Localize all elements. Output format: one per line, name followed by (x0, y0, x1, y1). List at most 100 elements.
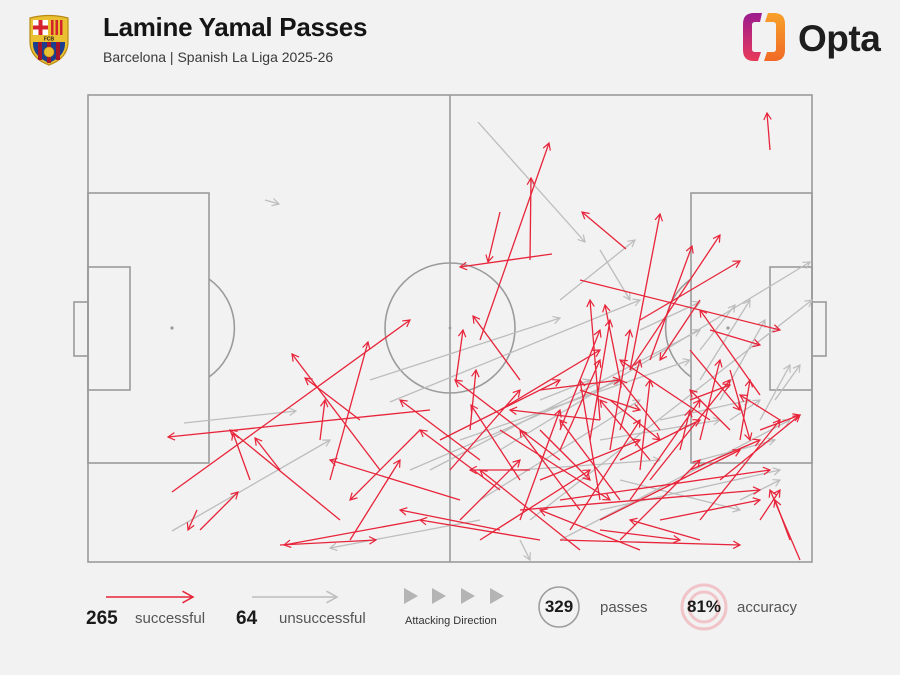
page-title: Lamine Yamal Passes (103, 12, 368, 42)
pass-arrow (579, 279, 782, 333)
pass-arrow (759, 413, 802, 431)
pass-arrow (569, 418, 641, 531)
pass-arrow (171, 439, 332, 532)
pass-arrow (349, 458, 401, 541)
pass-arrow (186, 509, 198, 532)
pass-arrow (609, 328, 634, 451)
pass-arrow (628, 517, 701, 541)
pass-arrow (559, 419, 792, 541)
unsuccessful-label: unsuccessful (279, 610, 366, 627)
pass-arrow (739, 378, 754, 441)
pass-arrow (499, 349, 602, 411)
total-passes-value: 329 (544, 597, 574, 616)
svg-text:FCB: FCB (44, 37, 55, 43)
pass-arrow (328, 519, 481, 552)
header: FCB Lamine Yamal Passes Barcelona | Span… (0, 0, 900, 80)
pass-arrow (429, 329, 702, 471)
pass-arrow (199, 491, 239, 531)
right-penalty-arc (664, 278, 692, 378)
pass-arrow (519, 408, 562, 521)
pass-arrow (559, 466, 772, 501)
pass-arrow (499, 429, 612, 501)
centre-circle (384, 262, 516, 394)
pass-arrow (619, 459, 701, 541)
right-goal (811, 301, 827, 357)
brand-name: Opta (798, 18, 881, 59)
pass-arrow (282, 519, 421, 549)
pass-arrow (699, 298, 751, 381)
pass-arrow (689, 438, 762, 471)
pass-arrow (279, 536, 378, 546)
total-passes-ring-icon (538, 586, 580, 628)
pass-arrow (719, 414, 801, 481)
pass-arrow (458, 253, 553, 271)
pass-arrow (759, 363, 791, 421)
pass-arrow (519, 486, 762, 511)
pass-arrow (418, 516, 541, 541)
pass-arrow (709, 329, 762, 348)
total-passes-label: passes (600, 599, 648, 616)
right-penalty-box (690, 192, 813, 464)
pass-arrow (649, 379, 731, 481)
pass-arrow (183, 407, 298, 424)
pass-arrow (455, 328, 467, 381)
pass-arrow (399, 399, 481, 461)
fc-barcelona-crest-icon: FCB (29, 14, 69, 66)
pass-arrow (659, 497, 762, 521)
pass-arrow (459, 459, 521, 521)
pass-arrow (581, 211, 627, 250)
pass-arrow (599, 529, 682, 544)
pass-arrow (479, 141, 551, 341)
pass-arrow (639, 260, 742, 321)
legend: 265 successful 64 unsuccessful Attacking… (0, 575, 900, 675)
pass-arrow (699, 419, 781, 521)
pass-arrow (619, 419, 702, 461)
pass-arrow (526, 176, 536, 261)
pass-arrow (231, 431, 251, 481)
left-penalty-spot (170, 326, 174, 330)
accuracy-value: 81% (686, 597, 722, 616)
pass-arrow (759, 488, 781, 521)
pass-arrow (485, 211, 501, 264)
pass-arrow (639, 378, 654, 471)
pass-arrow (499, 261, 812, 451)
successful-label: successful (135, 610, 206, 627)
pass-arrow (449, 389, 521, 471)
attacking-direction-label: Attacking Direction (405, 615, 497, 627)
pass-arrow (349, 429, 421, 501)
pass-arrow (629, 233, 721, 371)
pass-arrow (319, 398, 329, 441)
pass-arrow (304, 377, 361, 421)
pass-arrow (699, 358, 723, 441)
pass-arrow (689, 349, 741, 411)
pass-arrow (454, 379, 561, 461)
pass-arrow (519, 456, 662, 471)
pass-arrow (254, 437, 281, 471)
right-penalty-spot (726, 326, 730, 330)
pass-arrow (559, 239, 636, 301)
pass-arrow (619, 379, 661, 431)
pass-arrow (639, 300, 702, 331)
pass-arrow (774, 363, 801, 401)
pass-arrow (419, 429, 501, 491)
pass-arrow (599, 249, 631, 302)
pass-arrow (629, 212, 663, 371)
pass-arrow (229, 429, 341, 521)
pass-arrow (659, 299, 701, 362)
pass-arrow (472, 315, 521, 381)
unsuccessful-count: 64 (236, 608, 258, 629)
pass-arrow (763, 111, 772, 151)
pass-arrow (699, 304, 736, 351)
pass-arrow (519, 429, 581, 511)
opta-logo-icon (743, 13, 785, 61)
pass-arrow (719, 318, 766, 401)
pass-arrow (469, 368, 480, 431)
pass-arrow (689, 389, 731, 431)
pass-arrow (589, 318, 614, 441)
pass-arrow (738, 394, 781, 421)
page-subtitle: Barcelona | Spanish La Liga 2025-26 (103, 49, 334, 65)
pass-arrow (166, 409, 431, 441)
pass-arrow (559, 358, 602, 451)
pass-arrow (389, 298, 642, 403)
